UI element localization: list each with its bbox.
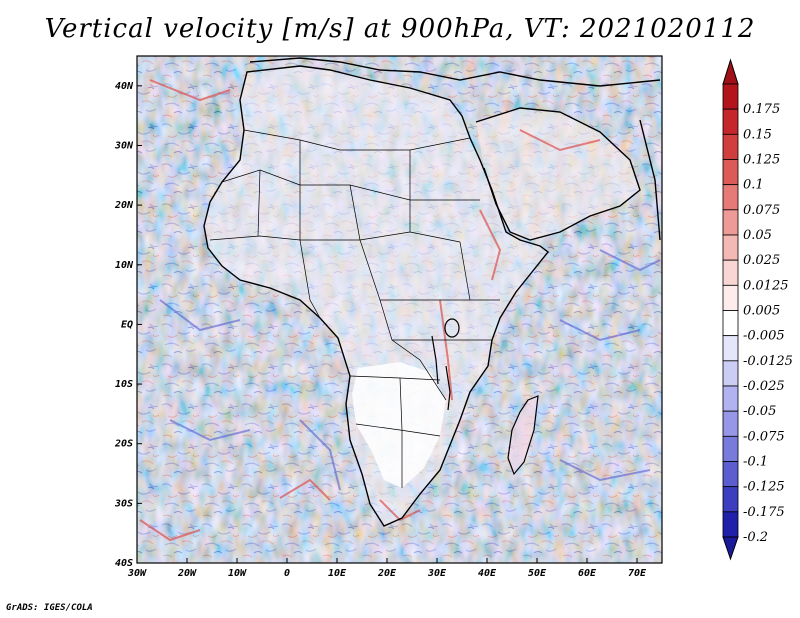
coastlines (203, 57, 661, 527)
colorbar-label: -0.075 (743, 429, 785, 444)
colorbar-segment (722, 108, 739, 135)
colorbar-segment (722, 209, 739, 236)
lon-tick-label: 20W (177, 568, 197, 579)
lat-tick-label: 10S (115, 379, 133, 390)
colorbar-segment (722, 461, 739, 488)
colorbar-top-arrow (722, 58, 739, 85)
colorbar-segment (722, 184, 739, 211)
lon-tick-label: 30E (427, 568, 447, 579)
colorbar-segment (722, 385, 739, 412)
colorbar-label: 0.005 (743, 304, 780, 319)
lat-tick-label: 30S (114, 498, 133, 509)
colorbar-segment (722, 435, 739, 462)
colorbar: 0.175 0.15 0.125 0.1 0.075 0.05 0.025 0.0125 0.0… (722, 58, 793, 561)
lat-tick-label: 30N (114, 140, 134, 151)
colorbar-segment (722, 159, 739, 186)
lon-tick-label: 30W (127, 568, 147, 579)
map-frame (136, 55, 663, 564)
lon-tick-label: 40E (478, 568, 497, 579)
colorbar-label: -0.1 (743, 455, 768, 470)
colorbar-label: -0.2 (743, 530, 768, 545)
colorbar-label: 0.175 (743, 102, 780, 117)
updraft-streaks (139, 79, 601, 542)
lat-tick-label: 40S (115, 558, 133, 569)
colorbar-label: 0.075 (743, 203, 780, 218)
colorbar-segment (722, 310, 739, 337)
lon-tick-label: 0 (284, 568, 290, 579)
colorbar-label: -0.175 (743, 505, 785, 520)
velocity-field (137, 56, 662, 563)
downdraft-streaks (159, 249, 661, 491)
map-title: Vertical velocity [m/s] at 900hPa, VT: 2… (44, 14, 756, 44)
colorbar-segment (722, 83, 739, 110)
colorbar-label: 0.15 (743, 127, 772, 142)
colorbar-segment (722, 284, 739, 311)
colorbar-segment (722, 259, 739, 286)
colorbar-label: 0.0125 (743, 278, 789, 293)
lon-tick-label: 60E (578, 568, 597, 579)
colorbar-segment (722, 335, 739, 362)
southern-interior (352, 362, 446, 488)
lon-tick-label: 70E (628, 568, 647, 579)
lat-tick-label: EQ (121, 319, 133, 330)
colorbar-label: 0.025 (743, 253, 780, 268)
lon-tick-label: 50E (528, 568, 547, 579)
colorbar-label: -0.025 (743, 379, 785, 394)
lon-tick-label: 10W (228, 568, 247, 579)
madagascar (507, 395, 539, 476)
colorbar-label: -0.05 (743, 404, 776, 419)
colorbar-segment (722, 511, 739, 538)
credit-text: GrADS: IGES/COLA (6, 603, 93, 613)
colorbar-label: -0.0125 (743, 354, 793, 369)
lat-tick-label: 40N (115, 81, 134, 92)
colorbar-segment (722, 360, 739, 387)
colorbar-segment (722, 486, 739, 513)
lat-tick-label: 20S (114, 439, 133, 450)
colorbar-bottom-arrow (722, 536, 739, 561)
colorbar-label: 0.125 (743, 153, 780, 168)
lat-tick-label: 10N (115, 260, 134, 271)
lon-tick-label: 20E (377, 568, 397, 579)
colorbar-segment (722, 133, 739, 160)
colorbar-segment (722, 234, 739, 261)
colorbar-label: 0.05 (743, 228, 772, 243)
colorbar-segment (722, 410, 739, 437)
colorbar-label: 0.1 (743, 178, 764, 193)
lat-tick-label: 20N (114, 200, 134, 211)
colorbar-label: -0.005 (743, 329, 785, 344)
colorbar-label: -0.125 (743, 480, 785, 495)
lakes (431, 318, 460, 411)
lon-tick-label: 10E (328, 568, 347, 579)
country-borders (209, 129, 500, 488)
